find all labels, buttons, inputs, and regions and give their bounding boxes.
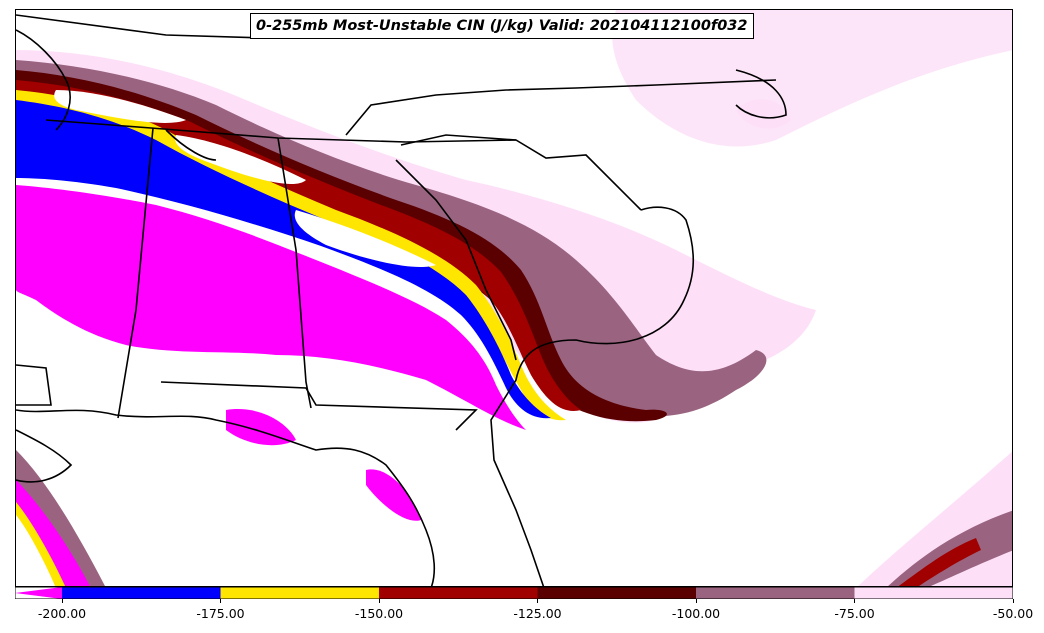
state-border-ga-sc xyxy=(395,159,517,361)
colorbar-bin xyxy=(15,587,62,599)
map-panel xyxy=(15,9,1013,587)
cin-clear-pocket xyxy=(54,90,187,123)
cin-clear-pocket xyxy=(294,210,436,268)
cin-band-dark-red xyxy=(898,538,981,586)
state-border-al-ga xyxy=(277,137,312,409)
cin-band-magenta xyxy=(16,480,90,586)
colorbar-bin xyxy=(696,587,855,599)
colorbar-bin xyxy=(379,587,538,599)
colorbar-tick-label: -50.00 xyxy=(992,606,1034,621)
map-title: 0-255mb Most-Unstable CIN (J/kg) Valid: … xyxy=(250,13,754,39)
state-border-tn-north xyxy=(16,14,267,39)
cin-band-mauve xyxy=(16,450,105,586)
colorbar-bin xyxy=(537,587,697,599)
cin-field xyxy=(16,10,1012,586)
colorbar-bin xyxy=(220,587,380,599)
colorbar-tick-mark xyxy=(695,599,697,603)
state-border-ms-west xyxy=(16,364,52,406)
cin-band-blue xyxy=(16,100,551,419)
colorbar-tick-mark xyxy=(220,599,221,603)
cin-band-light-pink xyxy=(612,10,1012,147)
colorbar-tick-mark xyxy=(61,599,63,603)
colorbar-tick-mark xyxy=(854,599,855,603)
boundaries xyxy=(16,14,787,586)
state-border-nc-va xyxy=(345,79,777,136)
coastline-gulf xyxy=(16,409,436,586)
cin-band-magenta xyxy=(16,185,526,430)
cin-band-yellow xyxy=(16,502,66,586)
colorbar-tick-mark xyxy=(1012,599,1014,603)
state-border-nc-sc xyxy=(400,134,642,211)
colorbar-tick-label: -150.00 xyxy=(354,606,404,621)
cin-band-mauve xyxy=(888,510,1012,586)
state-border-ms-al xyxy=(117,127,154,419)
colorbar-tick-label: -75.00 xyxy=(834,606,875,621)
river-line xyxy=(16,29,71,131)
cin-band-magenta xyxy=(366,469,421,521)
colorbar-bin xyxy=(854,587,1013,599)
cin-band-magenta xyxy=(226,409,296,446)
colorbar-bin xyxy=(62,587,221,599)
coastline-louisiana xyxy=(16,429,73,483)
colorbar-tick-mark xyxy=(378,599,380,603)
colorbar-tick-mark xyxy=(537,599,538,603)
cin-clear-pocket xyxy=(175,135,306,185)
colorbar xyxy=(15,587,1013,599)
colorbar-tick-label: -175.00 xyxy=(196,606,245,621)
coastline-atlantic xyxy=(490,206,695,586)
state-border-ga-fl xyxy=(160,381,478,431)
cin-band-light-pink xyxy=(736,99,791,129)
cin-map xyxy=(16,10,1012,586)
colorbar-tick-label: -100.00 xyxy=(671,606,721,621)
coastline-outer-banks xyxy=(735,69,787,119)
colorbar-tick-label: -125.00 xyxy=(513,606,562,621)
colorbar-tick-label: -200.00 xyxy=(37,606,87,621)
state-border-misc xyxy=(165,129,217,161)
